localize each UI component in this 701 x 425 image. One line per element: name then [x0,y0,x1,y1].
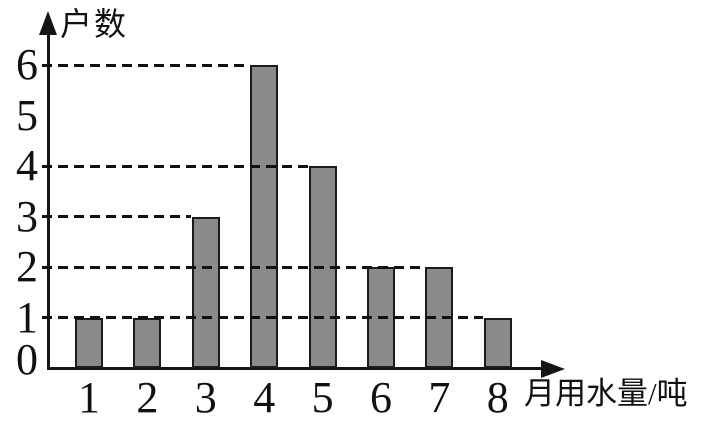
y-tick-label-5: 5 [16,90,38,140]
y-tick-label-6: 6 [16,40,38,89]
bar-category-1 [75,317,103,368]
y-tick-label-2: 2 [16,242,38,291]
bar-category-3 [191,216,220,368]
x-tick-label-8: 8 [486,373,509,422]
gridline-level-4 [42,164,308,168]
y-tick-label-0: 0 [16,335,38,384]
x-tick-label-3: 3 [194,373,217,422]
x-tick-label-2: 2 [136,373,159,422]
x-tick-label-6: 6 [370,373,392,422]
x-axis-title: 月用水量/吨 [524,376,688,411]
gridline-level-6 [42,63,250,67]
y-axis-line [46,26,50,370]
x-tick-label-1: 1 [78,373,100,422]
gridline-level-3 [42,215,191,218]
y-axis-arrowhead-icon [39,11,57,35]
y-tick-label-1: 1 [16,292,38,342]
x-tick-label-7: 7 [428,373,451,422]
y-axis-title: 户数 [60,6,129,42]
x-tick-label-5: 5 [311,373,334,422]
x-tick-label-4: 4 [253,373,276,422]
gridline-level-2 [42,265,425,269]
x-axis-arrowhead-icon [541,359,565,378]
y-tick-label-3: 3 [16,191,38,241]
bar-category-2 [133,317,162,368]
bar-category-4 [250,65,279,368]
x-axis-line [46,367,545,370]
y-tick-label-4: 4 [16,141,38,190]
gridline-level-1 [42,316,483,319]
bar-category-8 [483,317,512,368]
